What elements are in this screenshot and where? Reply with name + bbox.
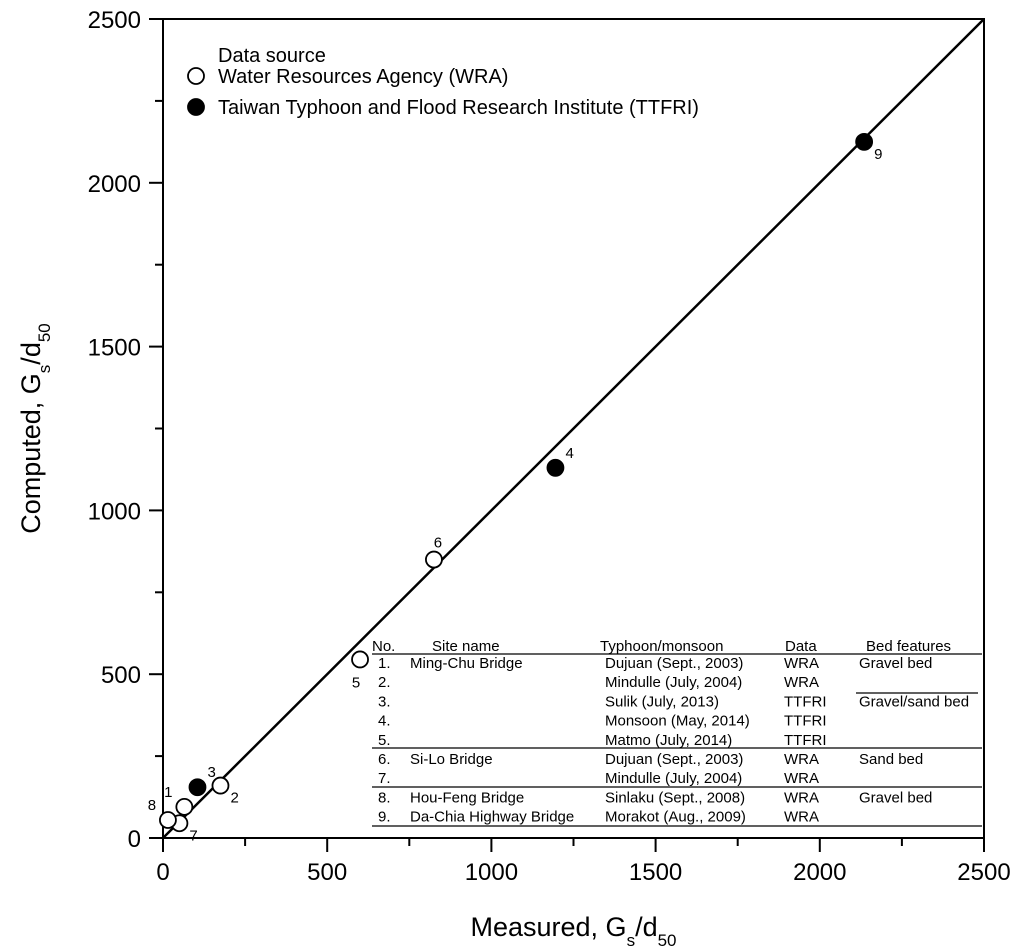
y-axis-title-main: Computed, G bbox=[16, 373, 46, 534]
table-cell-site: Ming-Chu Bridge bbox=[410, 655, 523, 672]
data-point-label-4: 4 bbox=[565, 445, 573, 462]
data-point-label-7: 7 bbox=[189, 827, 197, 844]
y-tick-label: 2000 bbox=[88, 171, 141, 198]
table-cell-event: Sinlaku (Sept., 2008) bbox=[605, 789, 745, 806]
data-point-2 bbox=[211, 776, 230, 795]
data-point-label-6: 6 bbox=[434, 535, 442, 552]
legend: Data source Water Resources Agency (WRA)… bbox=[187, 45, 699, 119]
x-tick-label: 0 bbox=[156, 859, 169, 886]
one-to-one-line bbox=[162, 18, 985, 839]
table-header-cell: Typhoon/monsoon bbox=[600, 638, 723, 655]
table-cell-bed: Gravel bed bbox=[859, 789, 932, 806]
y-tick-label: 1000 bbox=[88, 498, 141, 525]
table-cell-no: 1. bbox=[378, 655, 391, 672]
y-tick-label: 2500 bbox=[88, 7, 141, 34]
x-axis-title-mid: /d bbox=[635, 912, 658, 942]
data-point-3 bbox=[188, 778, 207, 797]
table-cell-data: TTFRI bbox=[784, 713, 827, 730]
data-point-6 bbox=[425, 550, 443, 569]
site-table: No. Site name Typhoon/monsoon Data Bed featu… bbox=[372, 638, 982, 827]
table-cell-no: 6. bbox=[378, 751, 391, 768]
legend-title: Data source bbox=[218, 45, 326, 67]
table-cell-no: 2. bbox=[378, 674, 391, 691]
table-cell-event: Dujuan (Sept., 2003) bbox=[605, 751, 743, 768]
table-cell-data: WRA bbox=[784, 770, 819, 787]
table-cell-event: Sulik (July, 2013) bbox=[605, 693, 719, 710]
table-cell-data: WRA bbox=[784, 674, 819, 691]
y-axis-title-sub1: s bbox=[35, 365, 54, 374]
x-tick-label: 1000 bbox=[465, 859, 518, 886]
data-point-label-8: 8 bbox=[148, 797, 156, 814]
table-cell-data: WRA bbox=[784, 809, 819, 826]
data-point-5 bbox=[351, 650, 369, 669]
legend-label-ttfri: Taiwan Typhoon and Flood Research Instit… bbox=[218, 97, 699, 119]
table-cell-bed: Gravel/sand bed bbox=[859, 693, 969, 710]
y-axis-title-sub2: 50 bbox=[35, 323, 54, 342]
table-cell-no: 3. bbox=[378, 693, 391, 710]
y-axis-title-mid: /d bbox=[16, 342, 46, 365]
table-cell-no: 9. bbox=[378, 809, 391, 826]
data-point-4 bbox=[546, 458, 565, 477]
table-cell-data: TTFRI bbox=[784, 693, 827, 710]
table-cell-event: Matmo (July, 2014) bbox=[605, 732, 732, 749]
x-tick-label: 500 bbox=[307, 859, 347, 886]
table-header-cell: No. bbox=[372, 638, 395, 655]
x-axis-title: Measured, Gs/d50 bbox=[470, 912, 676, 950]
table-cell-site: Da-Chia Highway Bridge bbox=[410, 809, 574, 826]
data-point-1 bbox=[175, 797, 194, 816]
data-point-9 bbox=[855, 132, 874, 151]
table-cell-site: Si-Lo Bridge bbox=[410, 751, 493, 768]
table-cell-bed: Sand bed bbox=[859, 751, 923, 768]
legend-marker-filled-circle bbox=[187, 98, 205, 116]
x-tick-label: 2500 bbox=[957, 859, 1010, 886]
table-cell-no: 4. bbox=[378, 713, 391, 730]
y-tick-label: 1500 bbox=[88, 335, 141, 362]
table-cell-event: Mindulle (July, 2004) bbox=[605, 674, 742, 691]
table-cell-event: Morakot (Aug., 2009) bbox=[605, 809, 746, 826]
legend-marker-open-circle bbox=[187, 67, 205, 85]
table-cell-bed: Gravel bed bbox=[859, 655, 932, 672]
x-axis-title-sub1: s bbox=[627, 931, 636, 950]
x-axis-title-main: Measured, G bbox=[470, 912, 626, 942]
data-point-label-5: 5 bbox=[352, 674, 360, 691]
table-cell-no: 5. bbox=[378, 732, 391, 749]
tick-labels: 0 500 1000 1500 2000 2500 0 500 1000 1500 2000 2500 bbox=[88, 7, 1011, 886]
table-cell-event: Monsoon (May, 2014) bbox=[605, 713, 750, 730]
table-cell-data: WRA bbox=[784, 751, 819, 768]
data-point-label-9: 9 bbox=[874, 146, 882, 163]
x-axis-title-sub2: 50 bbox=[658, 931, 677, 950]
table-cell-event: Mindulle (July, 2004) bbox=[605, 770, 742, 787]
data-point-label-2: 2 bbox=[230, 790, 238, 807]
y-tick-label: 0 bbox=[128, 826, 141, 853]
table-cell-site: Hou-Feng Bridge bbox=[410, 789, 524, 806]
x-tick-label: 1500 bbox=[629, 859, 682, 886]
tick-marks bbox=[149, 18, 985, 852]
table-cell-data: TTFRI bbox=[784, 732, 827, 749]
data-point-label-3: 3 bbox=[207, 764, 215, 781]
table-cell-event: Dujuan (Sept., 2003) bbox=[605, 655, 743, 672]
x-tick-label: 2000 bbox=[793, 859, 846, 886]
table-cell-data: WRA bbox=[784, 655, 819, 672]
table-cell-no: 7. bbox=[378, 770, 391, 787]
table-cell-no: 8. bbox=[378, 789, 391, 806]
table-cell-data: WRA bbox=[784, 789, 819, 806]
table-header-cell: Site name bbox=[432, 638, 500, 655]
y-axis-title: Computed, Gs/d50 bbox=[16, 323, 54, 534]
legend-label-wra: Water Resources Agency (WRA) bbox=[218, 66, 508, 88]
table-header-cell: Data bbox=[785, 638, 817, 655]
y-tick-label: 500 bbox=[101, 662, 141, 689]
data-point-8 bbox=[159, 811, 177, 829]
data-point-label-1: 1 bbox=[164, 784, 172, 801]
table-header-cell: Bed features bbox=[866, 638, 951, 655]
